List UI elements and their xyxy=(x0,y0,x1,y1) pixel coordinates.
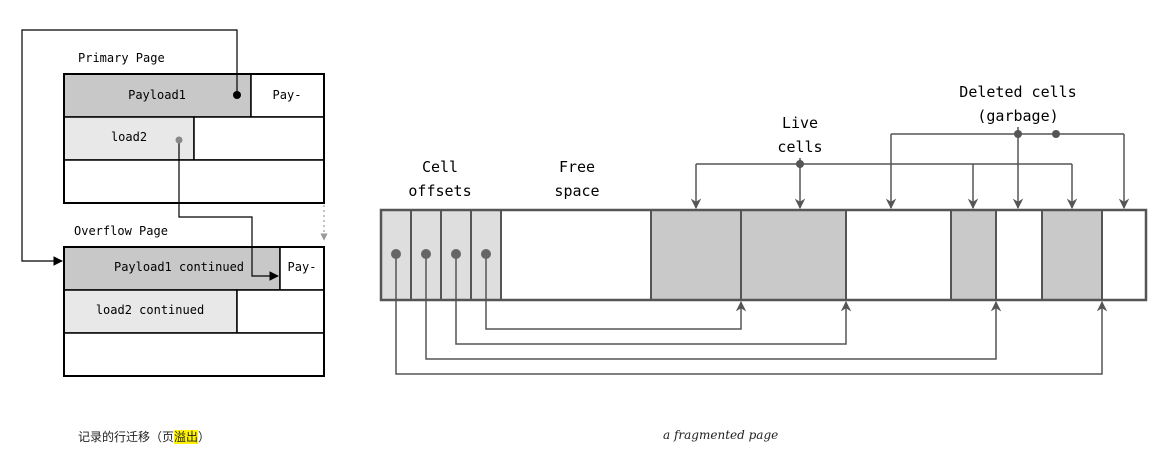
caption-end-text: ） xyxy=(198,430,211,444)
live-cell-3 xyxy=(950,209,997,301)
page-strip xyxy=(379,208,1148,302)
free-space-region xyxy=(500,209,652,301)
empty-row-2 xyxy=(63,332,325,377)
empty-cell-2 xyxy=(236,289,325,334)
free-space-label-2: space xyxy=(554,182,599,200)
offset-dot-4 xyxy=(481,249,491,259)
deleted-cell-1 xyxy=(845,209,952,301)
offset-dot-2 xyxy=(421,249,431,259)
live-cells-junction xyxy=(796,160,804,168)
deleted-cell-2 xyxy=(995,209,1043,301)
offset-pointer-3 xyxy=(455,254,852,345)
caption-highlight-text: 溢出 xyxy=(174,430,199,444)
cell-offsets-label-2: offsets xyxy=(408,182,471,200)
primary-page-label: Primary Page xyxy=(78,51,165,65)
live-cells-label-1: Live xyxy=(782,114,818,132)
payload1-continued-text: Payload1 continued xyxy=(114,260,244,274)
deleted-cells-connector xyxy=(885,127,1130,210)
payload1-text: Payload1 xyxy=(128,88,186,102)
live-cell-4 xyxy=(1041,209,1103,301)
offset-pointer-2 xyxy=(425,254,1002,360)
pay-dash-cell xyxy=(250,73,325,118)
empty-cell xyxy=(193,116,325,161)
offset-dot-1 xyxy=(391,249,401,259)
pay-dash-2-text: Pay- xyxy=(288,260,317,274)
load2-continued-text: load2 continued xyxy=(96,303,204,317)
live-cells-connector xyxy=(690,158,1078,210)
deleted-cells-junction-1 xyxy=(1014,130,1022,138)
empty-row xyxy=(63,159,325,204)
caption-main-text: 记录的行迁移（页 xyxy=(78,430,175,444)
deleted-cells-label-1: Deleted cells xyxy=(959,83,1076,101)
live-cell-2 xyxy=(740,209,847,301)
overflow-page-label: Overflow Page xyxy=(74,224,168,238)
primary-page: Payload1 Pay- load2 xyxy=(63,73,325,204)
deleted-cell-3 xyxy=(1101,209,1147,301)
fragmented-page-diagram: Cell offsets Free space Live cells Delet… xyxy=(379,83,1148,375)
row-migration-diagram: Primary Page Payload1 Pay- load2 Overflo… xyxy=(21,29,328,377)
load2-pointer-dot xyxy=(175,136,183,144)
fragmented-page-caption: a fragmented page xyxy=(663,428,779,442)
page-strip-border xyxy=(379,208,1148,302)
deleted-cells-label-2: (garbage) xyxy=(977,107,1058,125)
primary-page-border xyxy=(63,73,325,204)
live-cell-1 xyxy=(650,209,742,301)
payload1-pointer-dot xyxy=(233,91,241,99)
offset-pointers xyxy=(395,254,1108,375)
load2-pointer-arrow xyxy=(178,140,279,281)
row-migration-caption: 记录的行迁移（页溢出） xyxy=(78,428,210,445)
overflow-pointer-arrow xyxy=(21,29,238,266)
load2-text: load2 xyxy=(111,130,147,144)
offset-pointer-1 xyxy=(395,254,1108,375)
overflow-page-border xyxy=(63,246,325,377)
cell-offsets-label-1: Cell xyxy=(422,158,458,176)
payload1-cell xyxy=(63,73,252,118)
offset-dot-3 xyxy=(451,249,461,259)
overflow-page: Payload1 continued Pay- load2 continued xyxy=(63,246,325,377)
offset-pointer-4 xyxy=(485,254,747,330)
pay-dash-text: Pay- xyxy=(273,88,302,102)
free-space-label-1: Free xyxy=(559,158,595,176)
live-cells-label-2: cells xyxy=(777,138,822,156)
deleted-cells-junction-2 xyxy=(1052,130,1060,138)
